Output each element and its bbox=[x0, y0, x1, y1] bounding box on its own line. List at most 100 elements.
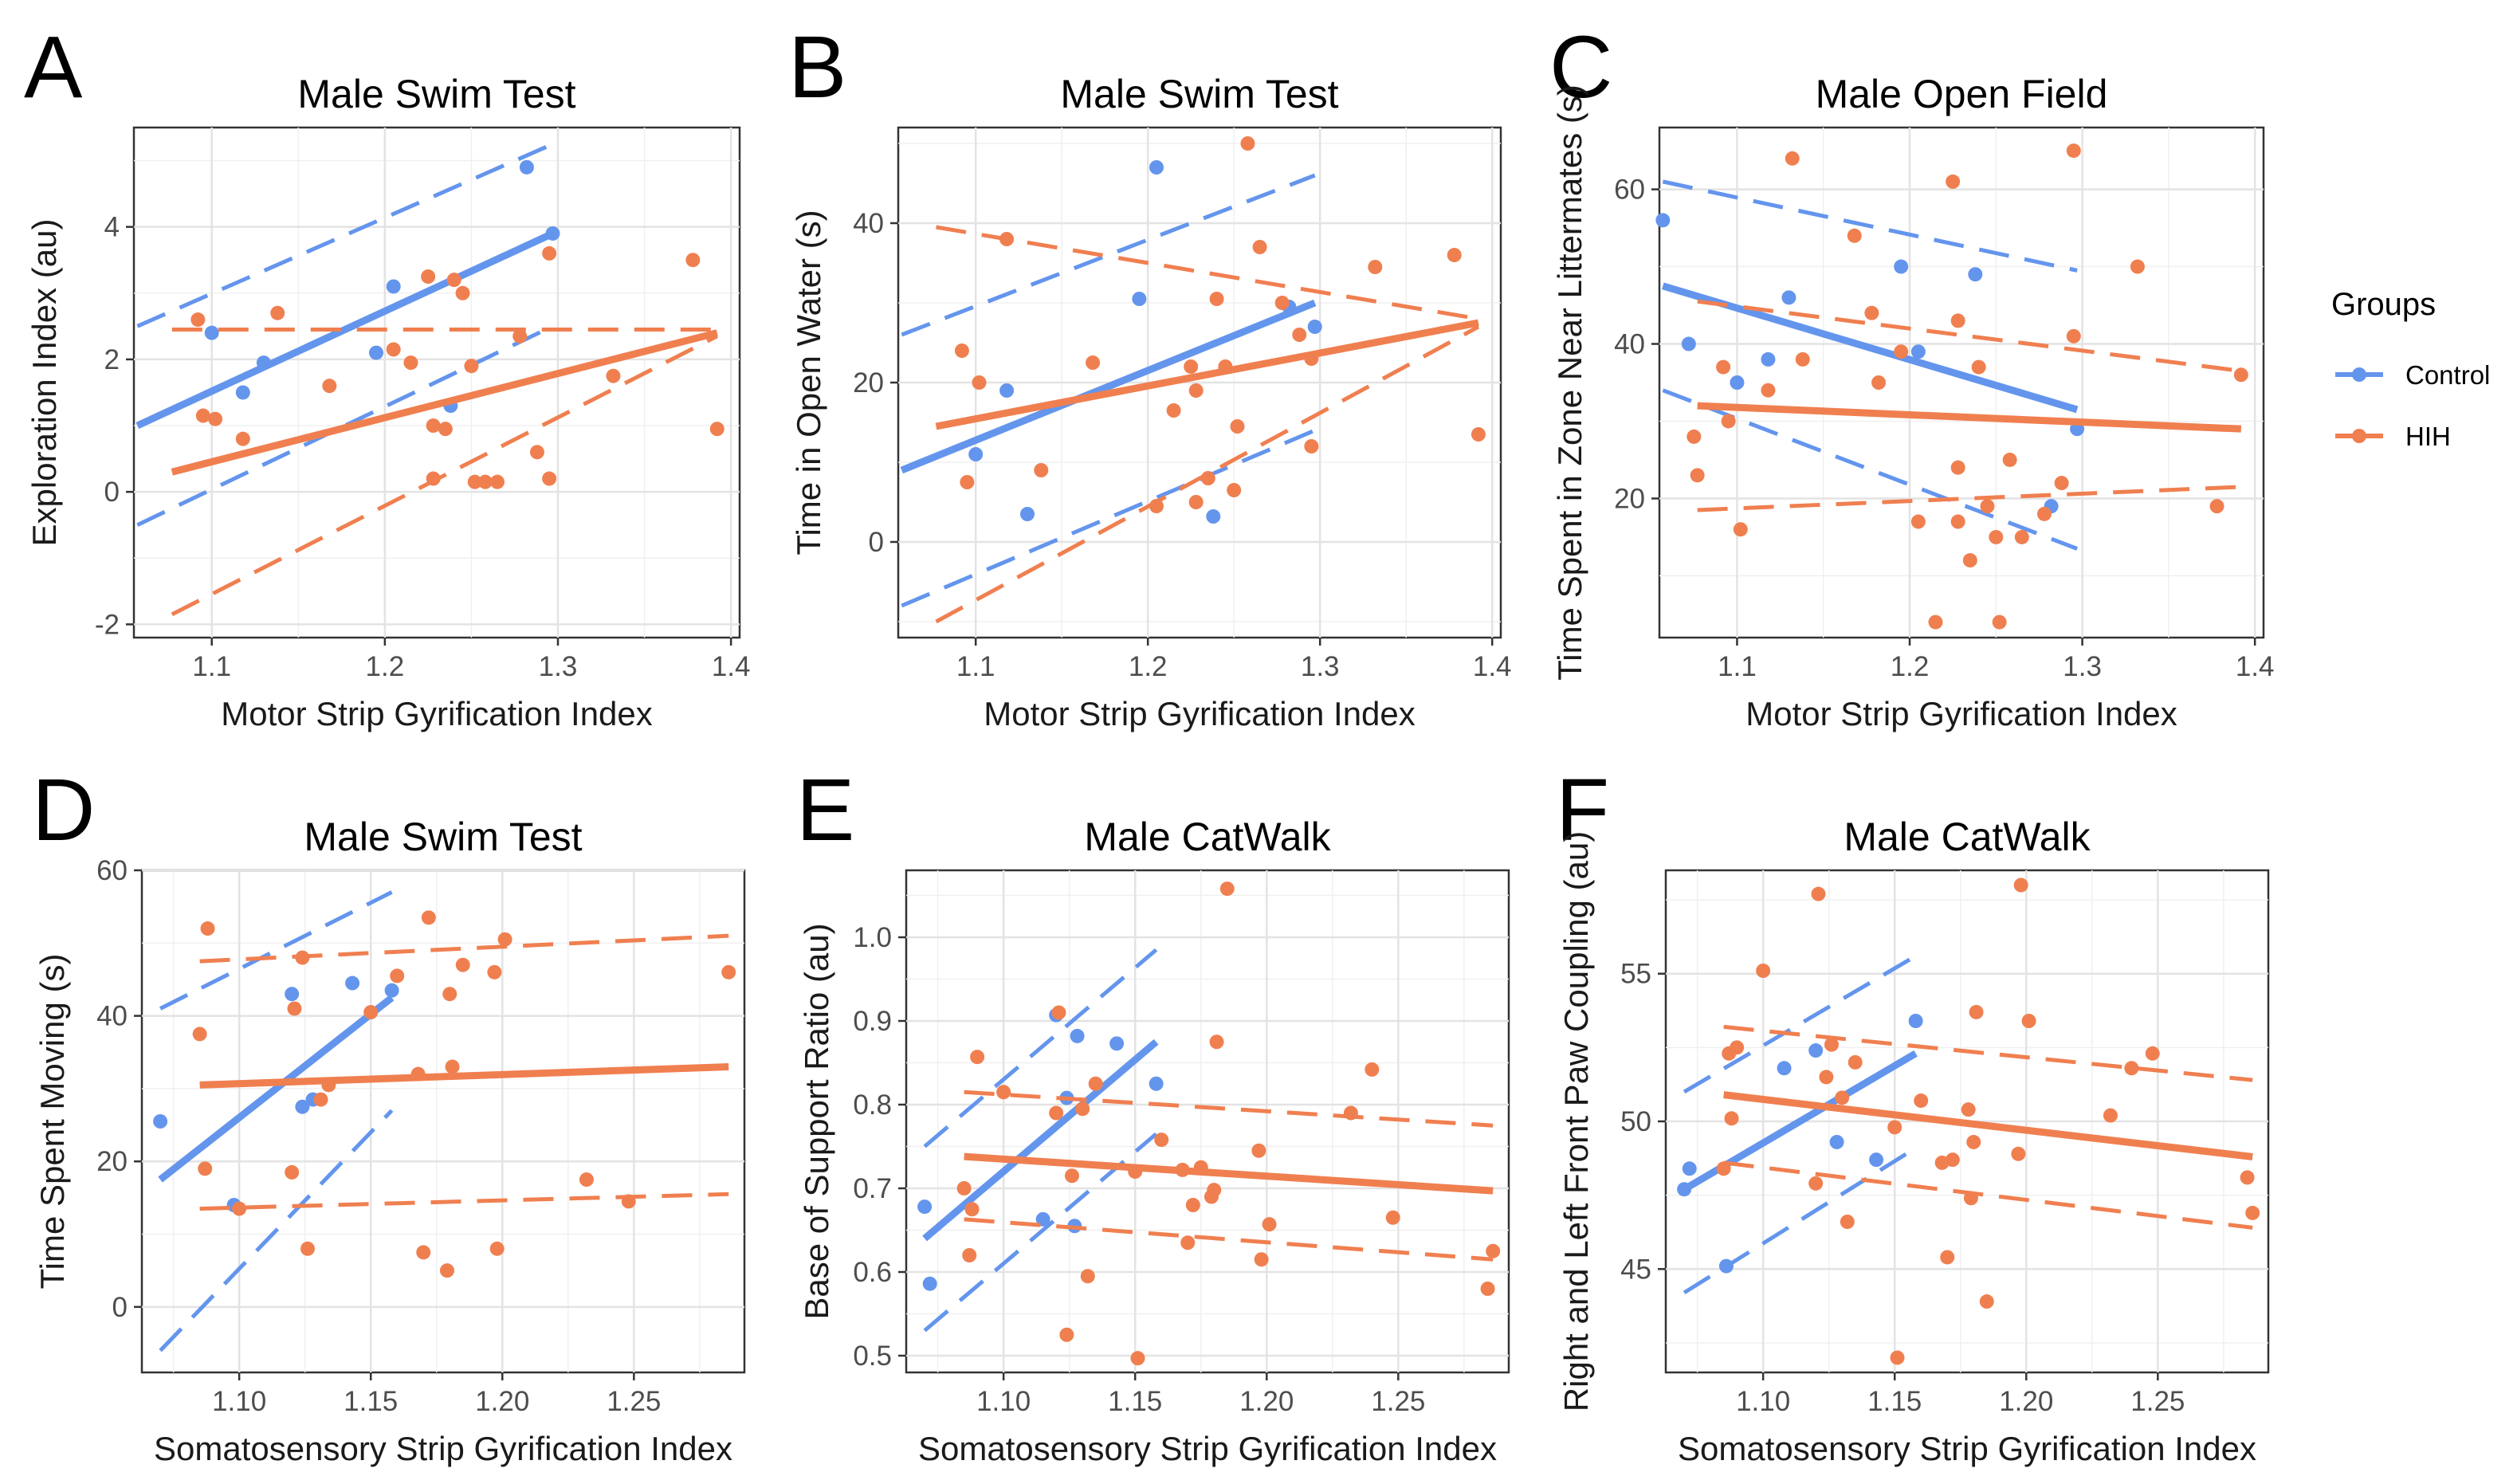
panel-a-hih-point bbox=[270, 305, 285, 320]
panel-f-tick-label-x: 1.10 bbox=[1736, 1386, 1790, 1417]
panel-e-hih-point bbox=[1207, 1183, 1222, 1198]
panel-c-hih-point bbox=[1795, 351, 1810, 367]
panel-a-hih-point bbox=[542, 245, 557, 261]
panel-c-hih-point bbox=[1733, 522, 1748, 537]
panel-e-tick-label-y: 0.6 bbox=[853, 1257, 892, 1288]
panel-f-hih-point bbox=[2021, 1014, 2036, 1028]
panel-e-hih-point bbox=[1154, 1133, 1169, 1148]
panel-c-control-point bbox=[1761, 351, 1776, 367]
panel-c-hih-point bbox=[1928, 614, 1943, 630]
panel-e-hih-ci-lower-line bbox=[964, 1217, 1494, 1262]
panel-d-hih-point bbox=[287, 1001, 302, 1016]
panel-e-hih-point bbox=[1064, 1168, 1079, 1184]
panel-a-hih-fit-line bbox=[171, 329, 718, 476]
panel-c-hih-point bbox=[1894, 344, 1909, 359]
panel-d-x-axis-label: Somatosensory Strip Gyrification Index bbox=[154, 1430, 732, 1467]
panel-b-hih-point bbox=[1149, 499, 1164, 513]
panel-d-tick-label-x: 1.20 bbox=[475, 1386, 529, 1417]
panel-c-hih-point bbox=[1980, 499, 1995, 514]
panel-e-hih-point bbox=[1051, 1005, 1066, 1020]
panel-d-tick-label-y: 0 bbox=[112, 1292, 128, 1323]
panel-f-hih-point bbox=[1716, 1161, 1731, 1176]
legend: Groups Control HIH bbox=[2331, 287, 2490, 451]
panel-c-control-point bbox=[1655, 213, 1671, 228]
panel-b-hih-point bbox=[1227, 483, 1242, 497]
legend-key-dot-control bbox=[2352, 367, 2366, 382]
panel-d-tick-label-y: 60 bbox=[96, 855, 128, 886]
panel-e-tick-label-y: 0.9 bbox=[853, 1006, 892, 1037]
panel-e-hih-point bbox=[1262, 1217, 1277, 1232]
panel-e-hih-point bbox=[1185, 1198, 1200, 1212]
panel-c-tick-label-y: 20 bbox=[1614, 483, 1645, 514]
panel-e-tick-label-y: 0.7 bbox=[853, 1173, 892, 1204]
panel-a-hih-point bbox=[190, 312, 206, 328]
panel-e-hih-point bbox=[1088, 1076, 1103, 1091]
panel-f-hih-ci-lower-line bbox=[1723, 1160, 2253, 1230]
panel-e-hih-point bbox=[1365, 1062, 1380, 1077]
panel-d-hih-point bbox=[416, 1245, 431, 1260]
panel-d-hih-point bbox=[390, 968, 405, 983]
panel-f-control-point bbox=[1808, 1043, 1824, 1058]
panel-f-hih-point bbox=[2245, 1205, 2260, 1220]
panel-e-hih-point bbox=[1385, 1210, 1400, 1225]
legend-title: Groups bbox=[2331, 287, 2436, 322]
panel-d-control-point bbox=[345, 976, 360, 991]
panel-e-hih-point bbox=[962, 1248, 977, 1262]
panel-f-control-point bbox=[1908, 1014, 1923, 1028]
panel-c-hih-point bbox=[2209, 499, 2224, 514]
panel-b-tick-label-y: 20 bbox=[853, 367, 884, 398]
panel-f-hih-point bbox=[1811, 886, 1826, 901]
panel-f-hih-point bbox=[1890, 1350, 1905, 1365]
panel-c-control-fit-line bbox=[1662, 282, 2079, 414]
panel-d-hih-point bbox=[285, 1164, 300, 1180]
panel-e-x-axis-label: Somatosensory Strip Gyrification Index bbox=[918, 1430, 1497, 1467]
panel-f-hih-point bbox=[2145, 1046, 2160, 1061]
panel-d-plot-area bbox=[140, 869, 746, 1374]
panel-e-control-point bbox=[1035, 1211, 1050, 1227]
panel-a-tick-label-x: 1.3 bbox=[539, 651, 578, 682]
panel-a-hih-point bbox=[467, 474, 482, 489]
panel-f-hih-point bbox=[1966, 1134, 1981, 1149]
panel-b-tick-label-y: 0 bbox=[869, 527, 884, 558]
panel-b-control-point bbox=[1149, 160, 1164, 175]
panel-d-hih-point bbox=[192, 1027, 207, 1042]
panel-a-y-axis-label: Exploration Index (au) bbox=[26, 219, 63, 547]
panel-e-hih-point bbox=[1075, 1101, 1090, 1117]
panel-b-control-fit-line bbox=[900, 299, 1317, 474]
panel-f-tick-label-x: 1.15 bbox=[1867, 1386, 1922, 1417]
panel-c-hih-point bbox=[1847, 228, 1862, 243]
panel-b-hih-point bbox=[1304, 351, 1319, 366]
panel-b-tick-label-x: 1.4 bbox=[1473, 651, 1512, 682]
panel-b-tick-label-x: 1.1 bbox=[956, 651, 995, 682]
panel-d-hih-point bbox=[295, 950, 310, 965]
panel-a-hih-point bbox=[426, 418, 441, 434]
panel-f-hih-point bbox=[1724, 1111, 1739, 1126]
panel-e-hih-point bbox=[1209, 1034, 1224, 1050]
panel-c-hih-point bbox=[2233, 367, 2248, 383]
panel-e-hih-point bbox=[1193, 1160, 1208, 1175]
panel-c-hih-point bbox=[1785, 151, 1800, 166]
panel-a-x-axis-label: Motor Strip Gyrification Index bbox=[221, 695, 653, 732]
panel-c-hih-point bbox=[1950, 514, 1965, 529]
legend-item-control: Control bbox=[2335, 360, 2490, 390]
panel-e-control-point bbox=[1109, 1036, 1125, 1051]
panel-a-hih-point bbox=[195, 408, 210, 423]
panel-d-control-point bbox=[295, 1099, 310, 1114]
legend-key-dot-hih bbox=[2352, 429, 2366, 443]
panel-a-tick-label-x: 1.2 bbox=[366, 651, 405, 682]
panel-a-hih-point bbox=[426, 471, 441, 486]
panel-e-hih-ci-upper-line bbox=[964, 1089, 1494, 1128]
panel-b-control-point bbox=[1132, 292, 1147, 306]
panel-a-control-point bbox=[519, 159, 534, 175]
panel-e-control-fit-line bbox=[922, 1038, 1159, 1242]
panel-d: 1.10 1.15 1.20 1.25 0 20 40 60D Male Swim Test So… bbox=[32, 761, 746, 1467]
panel-f-hih-point bbox=[1819, 1070, 1834, 1085]
panel-a-letter: A bbox=[24, 18, 83, 116]
panel-a-title: Male Swim Test bbox=[297, 72, 575, 116]
panel-e-hih-point bbox=[1343, 1105, 1358, 1121]
panel-c-tick-label-x: 1.4 bbox=[2236, 651, 2275, 682]
panel-b-hih-point bbox=[999, 232, 1015, 246]
panel-f-hih-ci-upper-line bbox=[1723, 1024, 2253, 1082]
panel-d-hih-point bbox=[232, 1201, 247, 1216]
panel-c-hih-point bbox=[1864, 305, 1879, 320]
